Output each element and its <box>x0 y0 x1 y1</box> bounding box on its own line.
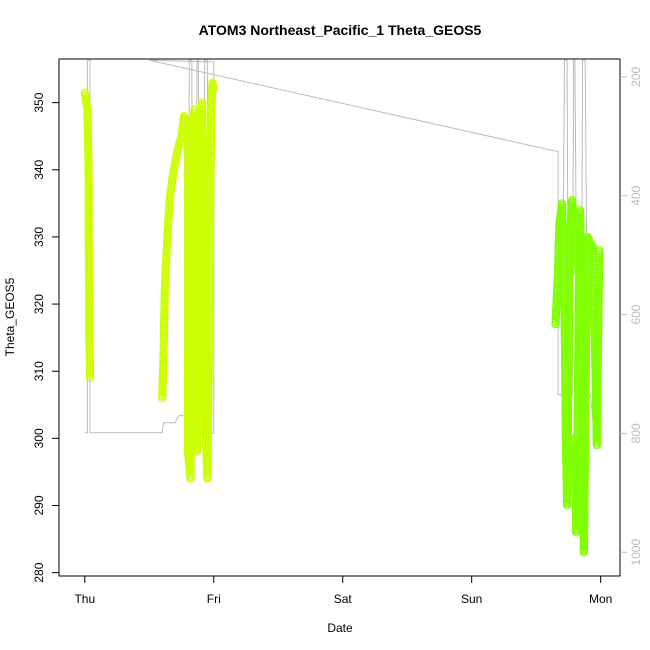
y-axis: 280 290 300 310 320 330 340 350 <box>32 92 59 583</box>
x-tick-label: Thu <box>74 592 95 606</box>
y-tick-label: 320 <box>32 294 46 314</box>
y-tick-label: 350 <box>32 92 46 112</box>
data-point <box>595 246 604 255</box>
x-axis-label: Date <box>327 621 353 635</box>
x-tick-label: Mon <box>589 592 612 606</box>
y-tick-label: 300 <box>32 428 46 448</box>
right-tick-label: 600 <box>629 304 643 324</box>
x-tick-label: Fri <box>207 592 221 606</box>
data-points-layer <box>80 78 604 557</box>
data-point <box>209 85 218 94</box>
x-tick-label: Sat <box>334 592 353 606</box>
right-tick-label: 400 <box>629 185 643 205</box>
right-tick-label: 200 <box>629 66 643 86</box>
x-axis: Thu Fri Sat Sun Mon <box>74 576 612 606</box>
data-point <box>85 373 95 382</box>
y-tick-label: 340 <box>32 159 46 179</box>
y-tick-label: 310 <box>32 361 46 381</box>
right-axis: 200 400 600 800 1000 <box>620 66 643 566</box>
x-tick-label: Sun <box>461 592 482 606</box>
y-axis-label: Theta_GEOS5 <box>3 277 17 356</box>
y-tick-label: 290 <box>32 495 46 515</box>
chart-title: ATOM3 Northeast_Pacific_1 Theta_GEOS5 <box>199 22 482 38</box>
y-tick-label: 330 <box>32 227 46 247</box>
plot-frame <box>58 58 621 577</box>
y-tick-label: 280 <box>32 562 46 582</box>
right-tick-label: 1000 <box>629 539 643 566</box>
right-tick-label: 800 <box>629 423 643 443</box>
